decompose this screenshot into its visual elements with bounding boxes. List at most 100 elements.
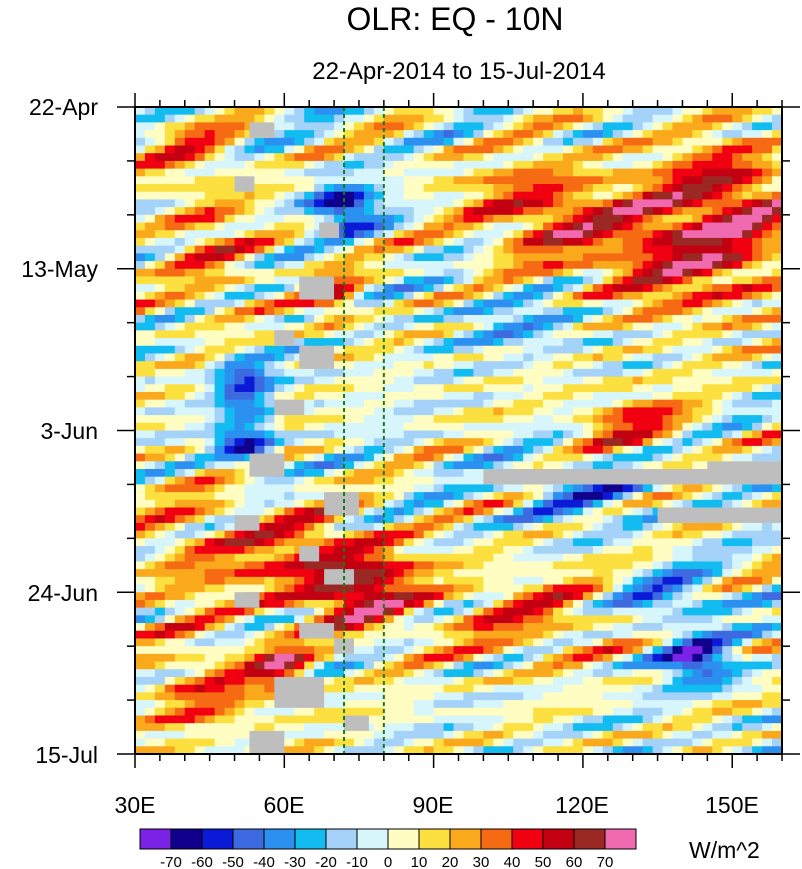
heatmap-cell <box>503 607 514 616</box>
heatmap-cell <box>732 676 743 686</box>
heatmap-cell <box>433 268 445 278</box>
heatmap-cell <box>413 176 425 185</box>
heatmap-cell <box>224 222 236 231</box>
heatmap-cell <box>642 168 654 177</box>
heatmap-cell <box>294 561 305 570</box>
heatmap-cell <box>772 168 783 177</box>
heatmap-cell <box>413 322 425 331</box>
heatmap-cell <box>722 284 733 293</box>
heatmap-cell <box>533 584 544 593</box>
heatmap-cell <box>473 499 484 509</box>
heatmap-cell <box>304 137 315 147</box>
heatmap-cell <box>284 176 295 185</box>
heatmap-cell <box>423 191 435 201</box>
heatmap-cell <box>144 237 156 247</box>
heatmap-cell <box>214 130 226 139</box>
heatmap-cell <box>383 168 395 177</box>
heatmap-cell <box>144 453 156 462</box>
heatmap-cell <box>453 646 465 655</box>
heatmap-cell <box>642 615 654 624</box>
heatmap-cell <box>184 153 196 162</box>
heatmap-cell <box>652 184 664 193</box>
heatmap-cell <box>692 338 703 347</box>
heatmap-cell <box>742 345 753 355</box>
heatmap-cell <box>234 445 246 455</box>
heatmap-cell <box>274 476 285 486</box>
heatmap-cell <box>612 122 624 131</box>
heatmap-cell <box>383 291 395 301</box>
heatmap-cell <box>582 122 594 131</box>
heatmap-cell <box>135 399 146 408</box>
heatmap-cell <box>483 399 494 408</box>
heatmap-cell <box>373 623 385 632</box>
heatmap-cell <box>652 368 664 378</box>
heatmap-cell <box>184 345 196 355</box>
heatmap-cell <box>662 399 674 408</box>
heatmap-cell <box>393 399 405 408</box>
heatmap-cell <box>543 522 554 532</box>
heatmap-cell <box>244 261 256 270</box>
heatmap-cell <box>582 145 594 154</box>
heatmap-cell <box>413 561 425 570</box>
heatmap-cell <box>493 130 504 139</box>
heatmap-cell <box>184 284 196 293</box>
heatmap-cell <box>423 561 435 570</box>
heatmap-cell <box>523 137 534 147</box>
heatmap-cell <box>224 399 236 408</box>
heatmap-cell <box>453 214 465 224</box>
heatmap-cell <box>692 291 703 301</box>
heatmap-cell <box>214 584 226 593</box>
heatmap-cell <box>204 137 216 147</box>
heatmap-cell <box>692 314 703 324</box>
heatmap-cell <box>254 268 265 278</box>
heatmap-cell <box>204 584 216 593</box>
heatmap-cell <box>373 214 385 224</box>
heatmap-cell <box>274 538 285 547</box>
heatmap-cell <box>393 338 405 347</box>
heatmap-cell <box>224 114 236 123</box>
heatmap-cell <box>373 130 385 139</box>
heatmap-cell <box>363 253 375 262</box>
heatmap-cell <box>284 445 295 455</box>
heatmap-cell <box>503 638 514 647</box>
heatmap-cell <box>184 299 196 308</box>
heatmap-cell <box>383 661 395 670</box>
heatmap-cell <box>712 199 723 208</box>
heatmap-cell <box>274 368 285 378</box>
heatmap-cell <box>493 630 504 640</box>
heatmap-cell <box>553 245 564 254</box>
heatmap-cell <box>214 168 226 177</box>
heatmap-cell <box>672 584 684 593</box>
heatmap-cell <box>463 599 475 609</box>
heatmap-cell <box>602 199 614 208</box>
heatmap-cell <box>473 114 484 123</box>
heatmap-cell <box>304 530 315 539</box>
heatmap-cell <box>612 576 624 586</box>
heatmap-cell <box>732 546 743 555</box>
heatmap-cell <box>403 338 415 347</box>
heatmap-cell <box>572 245 584 254</box>
heatmap-cell <box>592 160 604 170</box>
heatmap-cell <box>154 214 166 224</box>
heatmap-cell <box>622 422 634 432</box>
heatmap-cell <box>334 407 345 416</box>
heatmap-cell <box>154 199 166 208</box>
heatmap-cell <box>344 307 355 316</box>
heatmap-cell <box>543 345 554 355</box>
heatmap-cell <box>244 368 256 378</box>
heatmap-cell <box>353 584 365 593</box>
heatmap-cell <box>752 569 763 578</box>
heatmap-cell <box>762 553 773 563</box>
heatmap-cell <box>473 453 484 462</box>
heatmap-cell <box>762 399 773 408</box>
heatmap-cell <box>393 268 405 278</box>
heatmap-cell <box>732 145 743 154</box>
heatmap-cell <box>483 607 494 616</box>
heatmap-cell <box>433 653 445 663</box>
heatmap-cell <box>363 345 375 355</box>
heatmap-cell <box>662 245 674 254</box>
heatmap-cell <box>244 391 256 401</box>
heatmap-cell <box>214 538 226 547</box>
heatmap-cell <box>602 661 614 670</box>
heatmap-cell <box>234 469 246 478</box>
